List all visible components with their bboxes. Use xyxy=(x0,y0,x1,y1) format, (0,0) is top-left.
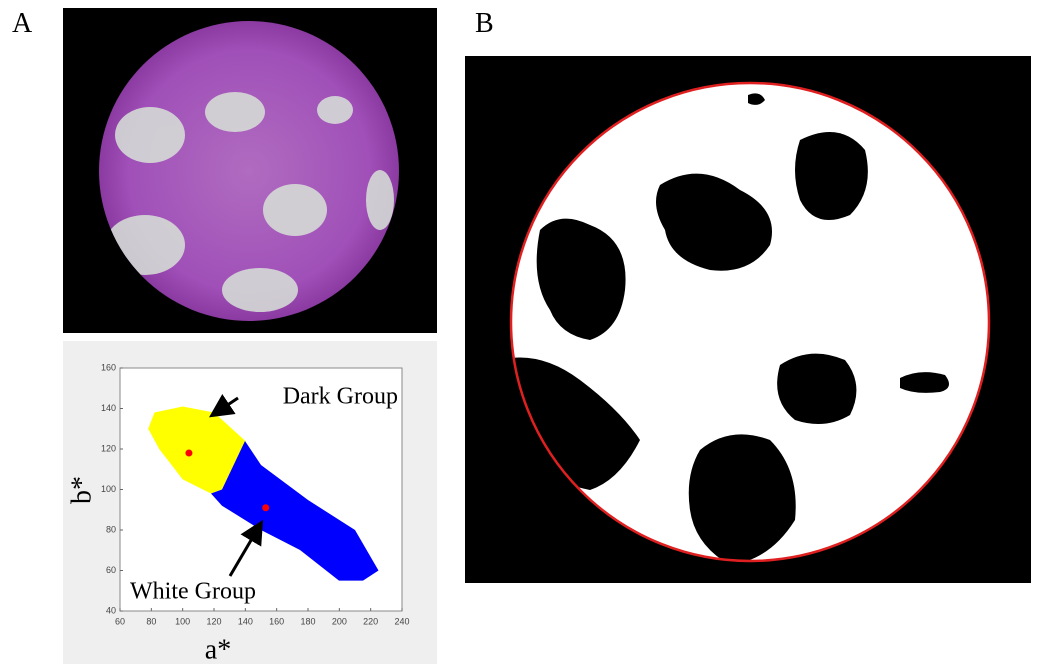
y-tick-label: 140 xyxy=(101,403,116,413)
y-tick-label: 160 xyxy=(101,362,116,372)
x-tick-label: 80 xyxy=(146,616,156,626)
x-tick-label: 240 xyxy=(394,616,409,626)
y-tick-label: 120 xyxy=(101,443,116,453)
centroid xyxy=(262,504,269,511)
x-tick-label: 120 xyxy=(206,616,221,626)
figure: A B 608010012014016018020022024040608010… xyxy=(0,0,1040,669)
panel-label: A xyxy=(12,8,33,39)
x-tick-label: 100 xyxy=(175,616,190,626)
x-tick-label: 200 xyxy=(332,616,347,626)
x-tick-label: 60 xyxy=(115,616,125,626)
y-tick-label: 100 xyxy=(101,484,116,494)
page: {"panels": {"a": {"label": "A"}, "b": {"… xyxy=(0,0,1040,669)
y-axis-label: b* xyxy=(66,476,97,504)
x-tick-label: 140 xyxy=(238,616,253,626)
panel-label: B xyxy=(475,8,494,39)
x-tick-label: 220 xyxy=(363,616,378,626)
y-tick-label: 80 xyxy=(106,524,116,534)
x-tick-label: 160 xyxy=(269,616,284,626)
annotation: Dark Group xyxy=(283,384,398,410)
annotation: White Group xyxy=(130,579,256,605)
x-tick-label: 180 xyxy=(300,616,315,626)
y-tick-label: 40 xyxy=(106,605,116,615)
y-tick-label: 60 xyxy=(106,565,116,575)
centroid xyxy=(185,450,192,457)
micrograph xyxy=(63,8,437,333)
x-axis-label: a* xyxy=(205,634,231,665)
binary-image xyxy=(465,56,1031,583)
